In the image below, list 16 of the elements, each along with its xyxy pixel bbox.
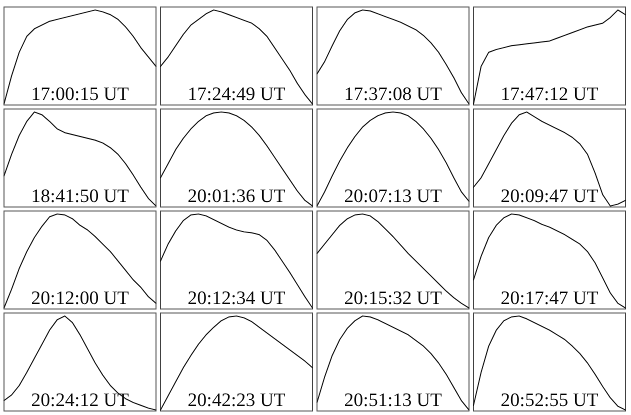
annotation: 18:41:50 UT [31, 186, 130, 207]
annotation: 20:07:13 UT [344, 186, 442, 207]
annotation: 20:24:12 UT [31, 390, 130, 411]
annotation: 17:37:08 UT [344, 84, 442, 105]
annotation: 20:17:47 UT [500, 288, 599, 309]
annotation: 20:42:23 UT [188, 390, 286, 411]
annotation: 17:24:49 UT [188, 84, 286, 105]
annotation: 20:12:34 UT [188, 288, 286, 309]
annotation: 17:47:12 UT [500, 84, 599, 105]
annotation: 17:00:15 UT [31, 84, 130, 105]
annotation: 20:15:32 UT [344, 288, 442, 309]
annotation: 20:12:00 UT [31, 288, 130, 309]
annotation: 20:09:47 UT [500, 186, 599, 207]
annotation: 20:01:36 UT [188, 186, 286, 207]
annotation: 20:52:55 UT [500, 390, 599, 411]
annotation: 20:51:13 UT [344, 390, 442, 411]
